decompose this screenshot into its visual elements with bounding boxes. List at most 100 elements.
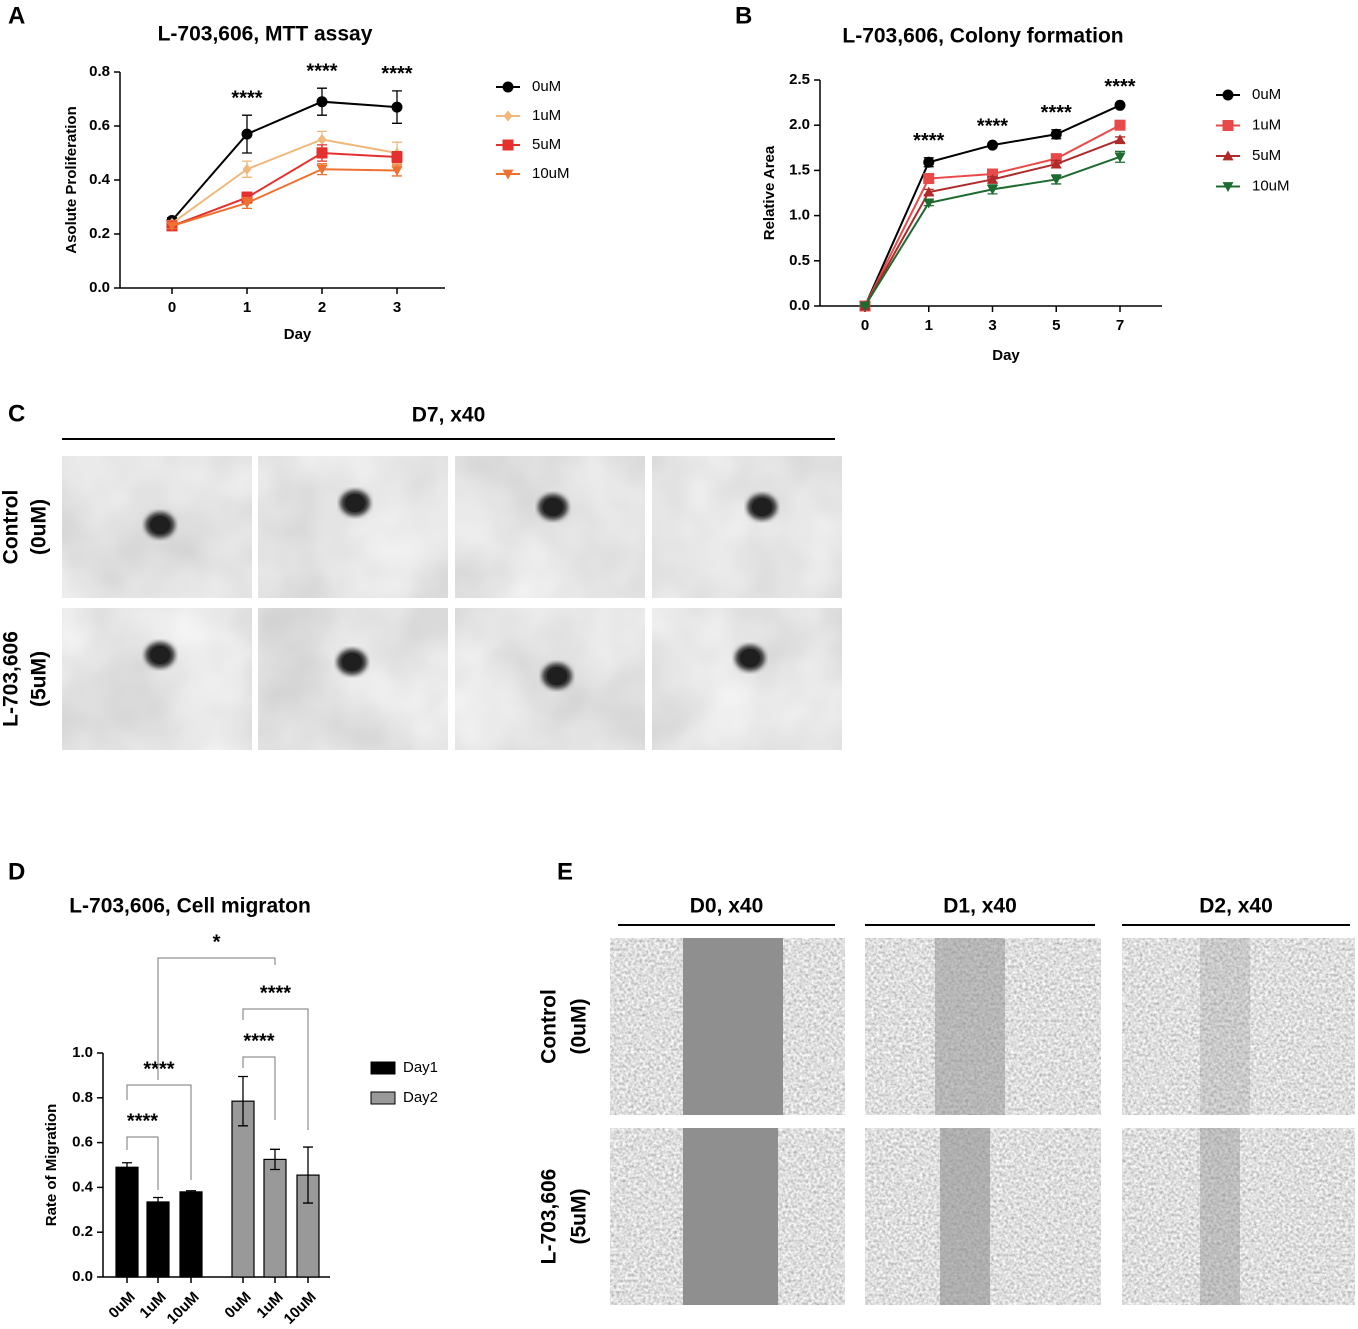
marker <box>1050 175 1062 185</box>
y-tick-label: 0.6 <box>72 1134 93 1151</box>
x-tick-label: 0uM <box>105 1289 138 1322</box>
bracket <box>242 1008 309 1130</box>
marker <box>316 147 328 159</box>
marker <box>923 156 935 168</box>
bracket <box>126 1084 192 1180</box>
series-line <box>171 151 398 227</box>
marker <box>1050 158 1062 169</box>
chart-title: L-703,606, Cell migraton <box>69 895 311 918</box>
marker <box>923 173 935 185</box>
scratch-gap <box>683 1128 778 1305</box>
y-tick-label: 1.5 <box>789 161 810 178</box>
y-tick-label: 0.2 <box>72 1223 93 1240</box>
error-bar <box>303 1146 313 1204</box>
legend-label: 0uM <box>1252 86 1281 103</box>
colony-core <box>547 667 567 685</box>
error-bar <box>153 1196 163 1208</box>
legend-label: 10uM <box>1252 177 1290 194</box>
marker <box>391 101 403 113</box>
marker <box>1222 89 1234 101</box>
significance: **** <box>1104 76 1135 98</box>
scratch-gap <box>940 1128 990 1305</box>
bracket <box>157 957 276 1080</box>
micrograph <box>258 456 448 598</box>
marker <box>1050 128 1062 140</box>
row-label: Control <box>0 490 23 565</box>
legend-label: 5uM <box>532 136 561 153</box>
marker <box>316 164 328 175</box>
y-tick-label: 1.0 <box>72 1044 93 1061</box>
error-bar <box>238 1075 248 1127</box>
x-axis-label: Day <box>284 326 312 343</box>
marker <box>391 151 403 163</box>
x-axis-label: Day <box>992 347 1020 364</box>
marker <box>1114 152 1126 163</box>
marker <box>1222 150 1234 161</box>
significance: **** <box>231 87 262 109</box>
colony-core <box>345 494 365 512</box>
row-label: Control <box>538 989 561 1064</box>
y-tick-label: 0.6 <box>89 117 110 134</box>
scratch-gap <box>1200 1128 1240 1305</box>
x-tick-label: 7 <box>1116 317 1124 334</box>
marker <box>859 301 871 312</box>
colony-core <box>543 498 563 516</box>
x-tick-label: 3 <box>393 299 401 316</box>
error-bar <box>186 1190 196 1194</box>
chart-title: L-703,606, Colony formation <box>842 25 1123 48</box>
marker <box>923 186 935 197</box>
y-tick-label: 0.0 <box>789 297 810 314</box>
x-tick-label: 0uM <box>221 1289 254 1322</box>
marker <box>1222 182 1234 192</box>
series-line <box>171 138 398 225</box>
y-tick-label: 0.5 <box>789 252 810 269</box>
panel-label: A <box>8 2 25 29</box>
marker <box>503 110 513 122</box>
bracket <box>126 1136 159 1190</box>
bracket <box>242 1056 276 1120</box>
legend-swatch <box>370 1061 396 1075</box>
row-label: (5uM) <box>28 651 51 707</box>
significance: **** <box>243 1030 274 1052</box>
marker <box>241 198 253 209</box>
bar <box>146 1201 170 1278</box>
y-tick-label: 2.0 <box>789 116 810 133</box>
legend-label: 5uM <box>1252 147 1281 164</box>
micrograph <box>455 456 645 598</box>
significance: **** <box>260 982 291 1004</box>
x-tick-label: 10uM <box>164 1289 203 1328</box>
significance: **** <box>127 1110 158 1132</box>
bar <box>231 1100 255 1278</box>
x-tick-label: 0 <box>861 317 869 334</box>
bar <box>263 1158 287 1278</box>
significance: **** <box>306 60 337 82</box>
legend-swatch <box>370 1091 396 1105</box>
error-bar <box>122 1162 132 1173</box>
legend-label: 1uM <box>532 107 561 124</box>
column-header: D0, x40 <box>690 895 764 918</box>
series-line <box>171 168 398 227</box>
row-label: (0uM) <box>568 999 591 1055</box>
panel-label: B <box>735 2 752 29</box>
scratch-gap <box>683 938 783 1115</box>
y-tick-label: 2.5 <box>789 71 810 88</box>
colony-core <box>150 516 170 534</box>
micrograph <box>1122 1128 1355 1305</box>
row-label: (5uM) <box>568 1189 591 1245</box>
marker <box>1114 99 1126 111</box>
significance: **** <box>143 1058 174 1080</box>
marker <box>317 134 327 145</box>
y-tick-label: 0.0 <box>89 279 110 296</box>
significance: **** <box>913 130 944 152</box>
micrograph <box>652 456 842 598</box>
marker <box>242 163 252 175</box>
bar <box>179 1191 203 1278</box>
significance: **** <box>1041 102 1072 124</box>
panel-label: D <box>8 858 25 885</box>
colony-core <box>150 646 170 664</box>
x-tick-label: 3 <box>988 317 996 334</box>
marker <box>923 198 935 209</box>
y-tick-label: 0.8 <box>72 1089 93 1106</box>
scratch-gap <box>1200 938 1250 1115</box>
